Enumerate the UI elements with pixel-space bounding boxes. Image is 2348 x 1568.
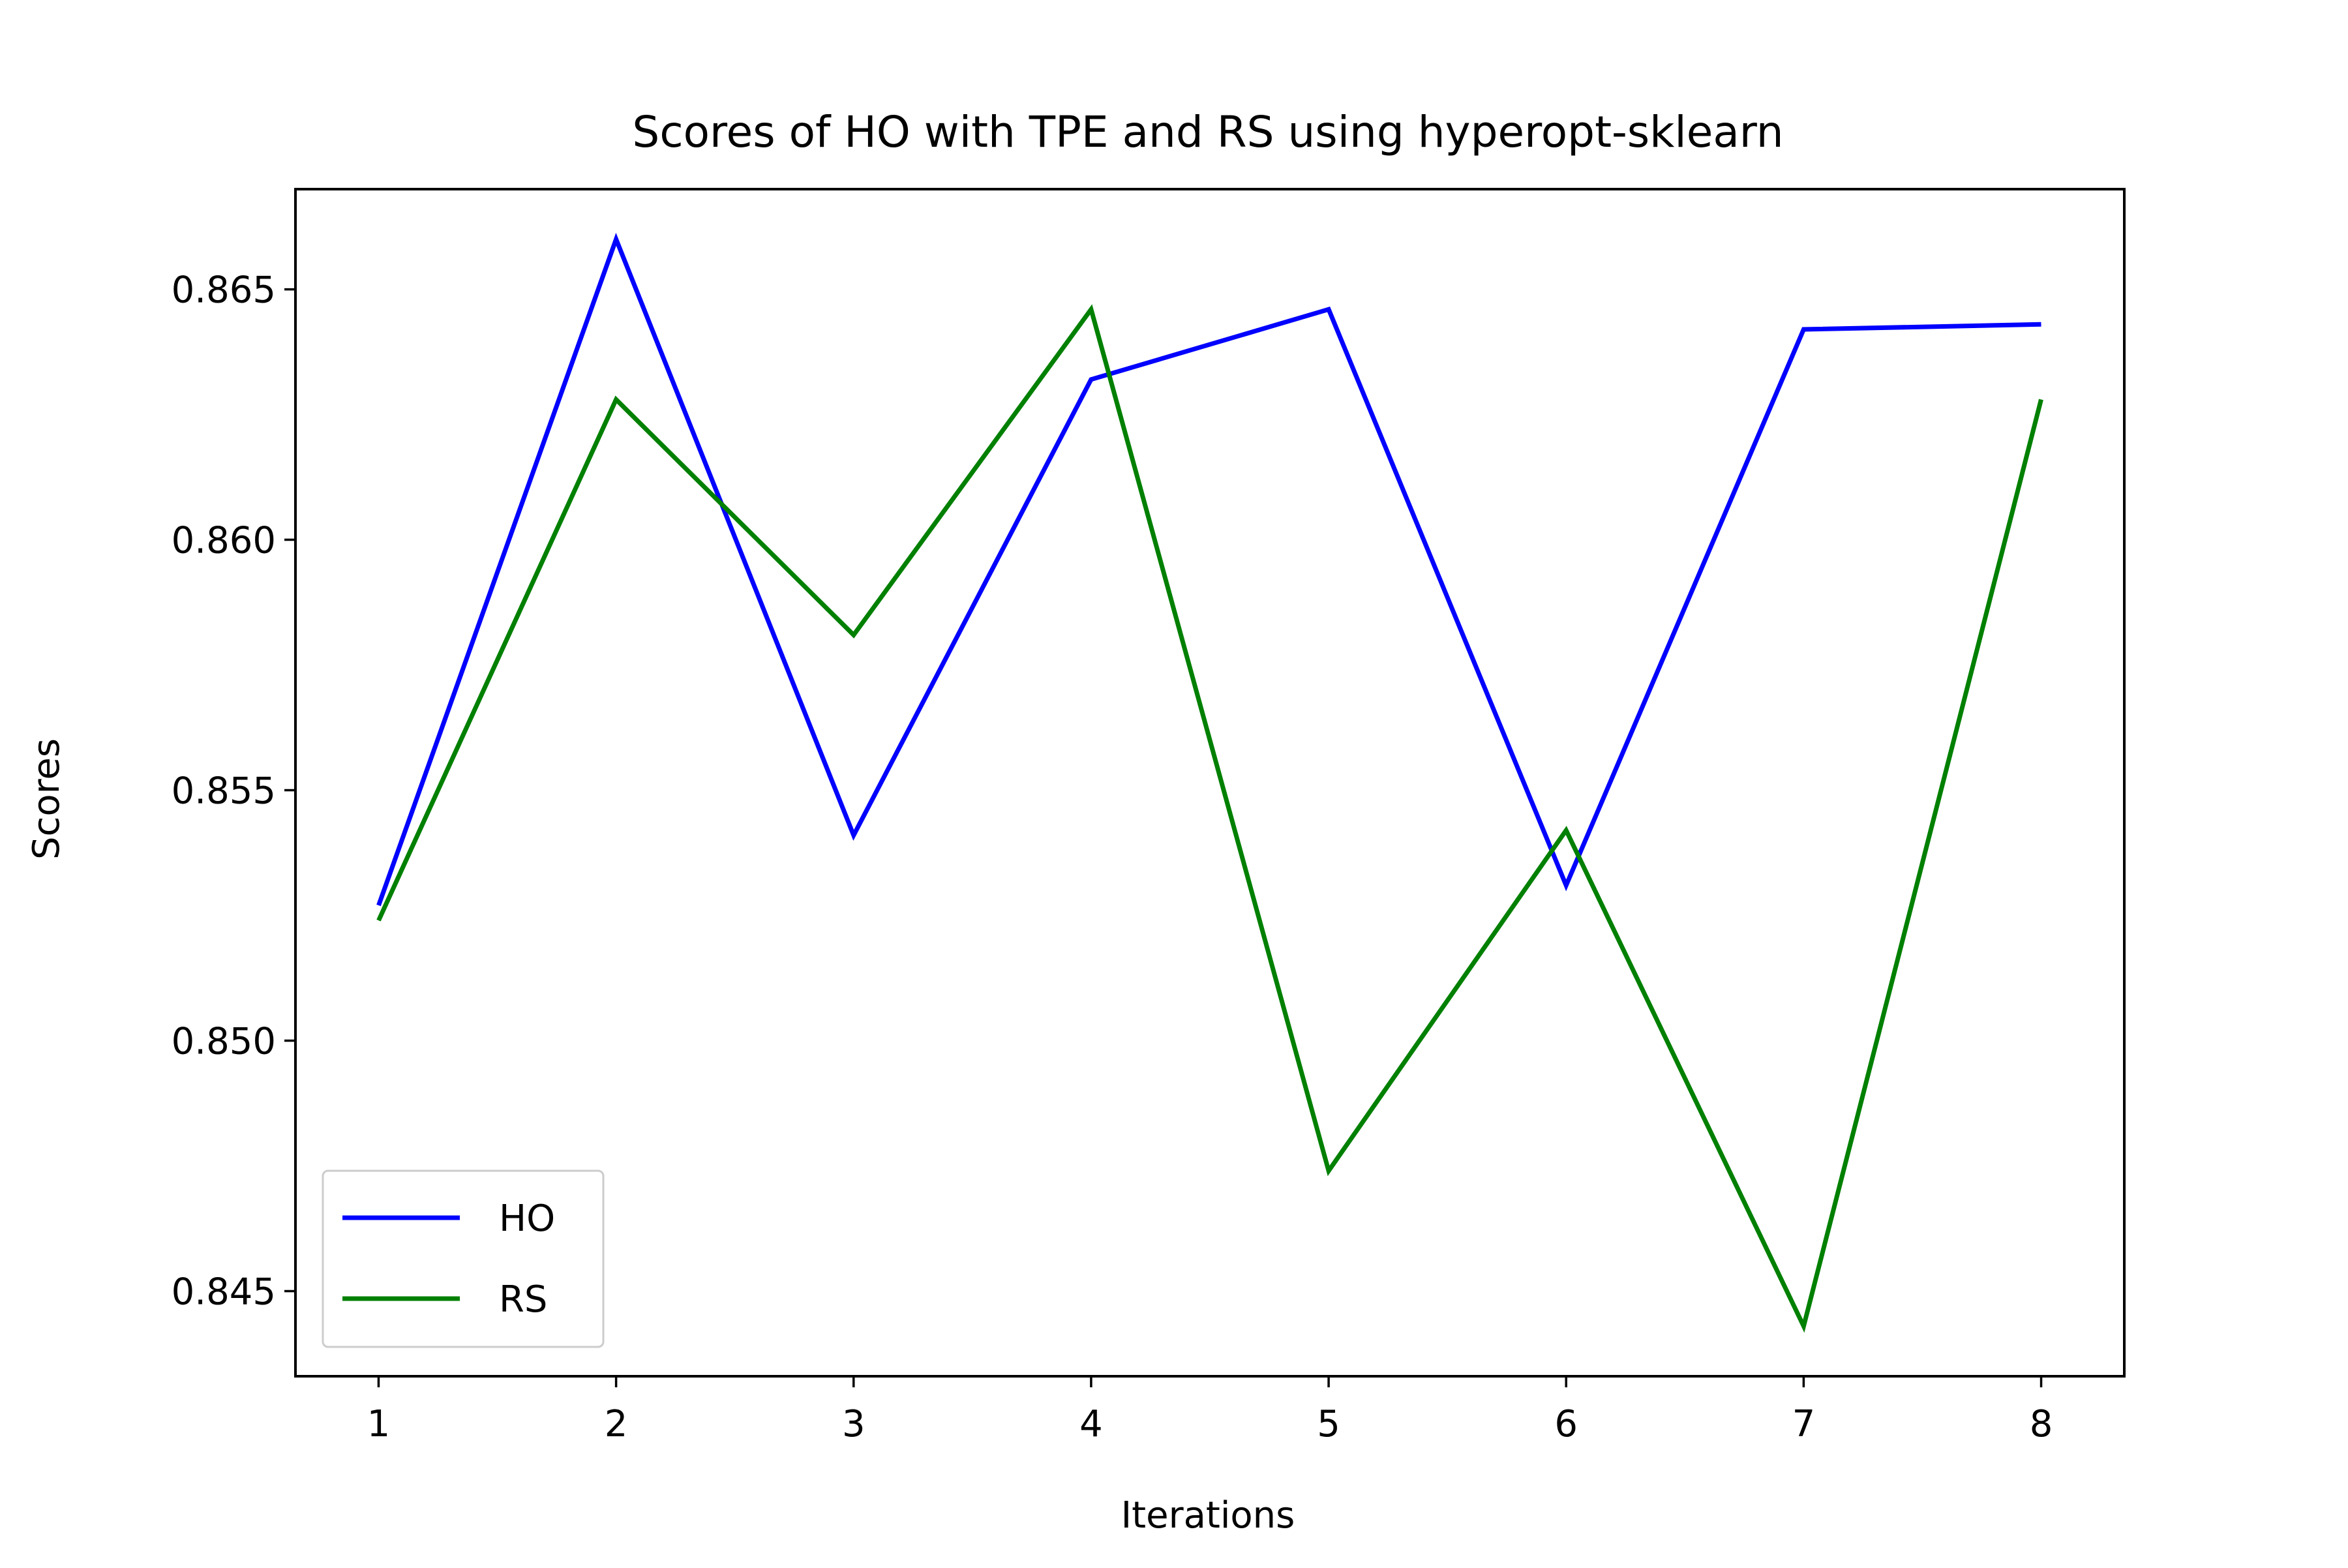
x-tick-label: 6 [1554, 1403, 1578, 1445]
series-line-ho [376, 232, 2041, 907]
axes-frame [294, 188, 2126, 1378]
legend-label-rs: RS [499, 1278, 547, 1321]
y-axis-ticks: 0.845 0.850 0.855 0.860 0.865 [172, 269, 295, 1313]
x-tick-label: 3 [842, 1403, 865, 1445]
x-tick-label: 7 [1792, 1403, 1816, 1445]
y-tick-label: 0.860 [172, 520, 276, 562]
legend-box [322, 1169, 605, 1348]
y-tick-label: 0.850 [172, 1020, 276, 1063]
legend-label-ho: HO [499, 1198, 555, 1240]
x-tick-label: 4 [1079, 1403, 1103, 1445]
x-tick-label: 1 [367, 1403, 391, 1445]
y-tick-label: 0.855 [172, 770, 276, 813]
y-tick-label: 0.865 [172, 269, 276, 312]
plot-area [294, 188, 2126, 1378]
x-tick-label: 5 [1317, 1403, 1340, 1445]
series-line-rs [376, 304, 2043, 1333]
x-tick-label: 8 [2030, 1403, 2053, 1445]
chart-title: Scores of HO with TPE and RS using hyper… [632, 107, 1783, 157]
chart-legend: HO RS [322, 1169, 605, 1348]
y-tick-label: 0.845 [172, 1271, 276, 1313]
x-axis-ticks: 1 2 3 4 5 6 7 8 [367, 1376, 2053, 1445]
x-tick-label: 2 [605, 1403, 628, 1445]
x-axis-label: Iterations [1121, 1494, 1295, 1537]
y-axis-label: Scores [25, 738, 68, 860]
